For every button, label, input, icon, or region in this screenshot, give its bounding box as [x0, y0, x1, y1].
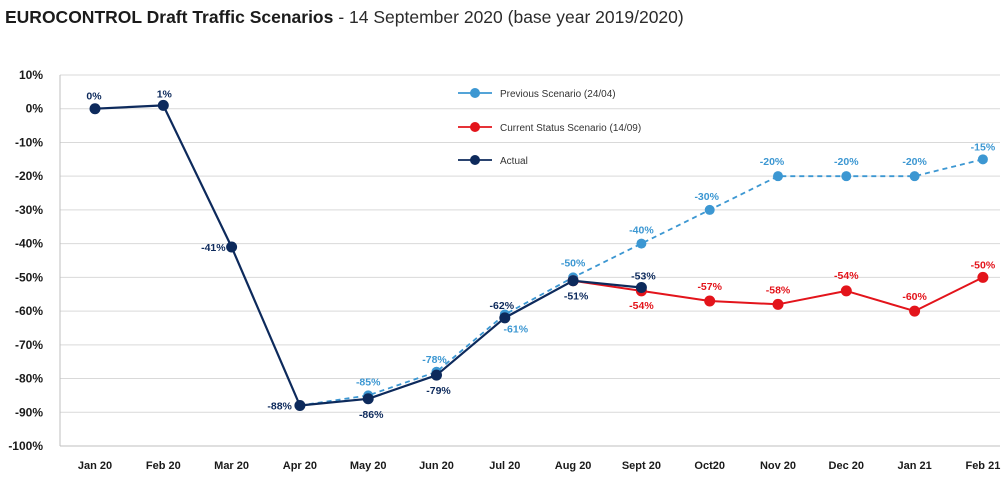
- legend-marker: [470, 155, 480, 165]
- data-point: [772, 298, 784, 310]
- data-point: [977, 271, 989, 283]
- data-label: -86%: [359, 409, 384, 421]
- x-tick-label: Apr 20: [283, 460, 317, 472]
- x-axis: Jan 20 Feb 20 Mar 20 Apr 20 May 20 Jun 20 Jul …: [78, 460, 1000, 472]
- data-label: -40%: [629, 225, 654, 237]
- data-label: -41%: [201, 242, 226, 254]
- x-tick-label: Feb 20: [146, 460, 181, 472]
- data-label: -51%: [564, 291, 589, 303]
- y-tick-label: -40%: [15, 237, 43, 251]
- data-point: [89, 103, 101, 115]
- y-tick-label: -10%: [15, 135, 43, 149]
- legend: Previous Scenario (24/04) Current Status …: [458, 88, 641, 167]
- chart-title-text: EUROCONTROL Draft Traffic Scenarios: [5, 7, 334, 27]
- data-label: -20%: [760, 156, 785, 168]
- x-tick-label: Feb 21: [965, 460, 1000, 472]
- y-tick-label: -80%: [15, 372, 43, 386]
- data-label: -20%: [902, 156, 927, 168]
- x-tick-label: Dec 20: [829, 460, 864, 472]
- legend-marker: [470, 122, 480, 132]
- x-tick-label: Nov 20: [760, 460, 796, 472]
- series-actual: [89, 99, 647, 412]
- chart-title: EUROCONTROL Draft Traffic Scenarios - 14 …: [5, 6, 684, 28]
- data-label: -53%: [631, 270, 656, 282]
- legend-label: Current Status Scenario (14/09): [500, 123, 641, 134]
- data-point: [773, 171, 783, 182]
- data-label: -20%: [834, 156, 859, 168]
- y-tick-label: -30%: [15, 203, 43, 217]
- data-label: -88%: [267, 401, 292, 413]
- data-point: [909, 171, 920, 182]
- legend-item-actual: Actual: [458, 155, 528, 167]
- x-tick-label: Aug 20: [555, 460, 592, 472]
- data-label: -78%: [422, 354, 447, 366]
- y-tick-label: -90%: [15, 405, 43, 419]
- chart-subtitle: - 14 September 2020 (base year 2019/2020…: [338, 7, 684, 27]
- data-point: [909, 305, 921, 317]
- x-tick-label: Sept 20: [622, 460, 661, 472]
- data-label: -54%: [629, 300, 654, 312]
- y-tick-label: -70%: [15, 338, 43, 352]
- data-label: 0%: [86, 91, 102, 103]
- data-labels: -85% -78% -61% -50% -40% -30% -20% -20% -20% -15%…: [86, 88, 995, 420]
- x-tick-label: Jul 20: [489, 460, 520, 472]
- series-line: [299, 158, 984, 407]
- x-tick-label: Mar 20: [214, 460, 249, 472]
- data-point: [636, 238, 647, 249]
- data-point: [840, 285, 852, 297]
- y-axis: 10% 0% -10% -20% -30% -40% -50% -60% -70% -80% -90…: [8, 68, 61, 453]
- legend-item-previous-scenario-24-04: Previous Scenario (24/04): [458, 88, 616, 100]
- y-tick-label: -100%: [8, 439, 43, 453]
- data-label: -30%: [694, 191, 719, 203]
- x-tick-label: Oct20: [694, 460, 725, 472]
- data-point: [294, 400, 306, 412]
- data-point: [567, 275, 579, 287]
- data-point: [841, 171, 852, 182]
- data-point: [431, 369, 442, 381]
- data-label: -50%: [971, 259, 996, 271]
- x-tick-label: May 20: [350, 460, 387, 472]
- y-tick-label: -20%: [15, 169, 43, 183]
- data-label: -60%: [902, 291, 927, 303]
- gridlines: [60, 74, 1000, 447]
- data-label: 1%: [157, 88, 173, 100]
- data-point: [704, 204, 715, 215]
- data-point: [362, 393, 374, 405]
- series-line: [94, 104, 642, 407]
- data-label: -85%: [356, 376, 381, 388]
- data-label: -15%: [971, 141, 996, 153]
- y-tick-label: 0%: [26, 102, 44, 116]
- data-point: [157, 99, 169, 111]
- x-tick-label: Jan 21: [897, 460, 931, 472]
- y-tick-label: -60%: [15, 304, 43, 318]
- data-point: [226, 241, 238, 253]
- x-tick-label: Jun 20: [419, 460, 454, 472]
- data-label: -50%: [561, 257, 586, 269]
- y-tick-label: -50%: [15, 270, 43, 284]
- y-tick-label: 10%: [19, 68, 43, 82]
- data-label: -54%: [834, 270, 859, 282]
- legend-item-current-status-scenario-14-09: Current Status Scenario (14/09): [458, 122, 641, 134]
- data-label: -57%: [697, 281, 722, 293]
- legend-marker: [470, 88, 480, 98]
- data-label: -58%: [766, 284, 791, 296]
- data-label: -79%: [426, 385, 451, 397]
- legend-label: Actual: [500, 156, 528, 167]
- data-point: [977, 154, 988, 165]
- legend-label: Previous Scenario (24/04): [500, 89, 616, 100]
- data-point: [635, 281, 647, 293]
- data-label: -62%: [490, 300, 515, 312]
- data-point: [704, 295, 716, 307]
- x-tick-label: Jan 20: [78, 460, 112, 472]
- data-point: [499, 312, 511, 324]
- data-label: -61%: [504, 323, 529, 335]
